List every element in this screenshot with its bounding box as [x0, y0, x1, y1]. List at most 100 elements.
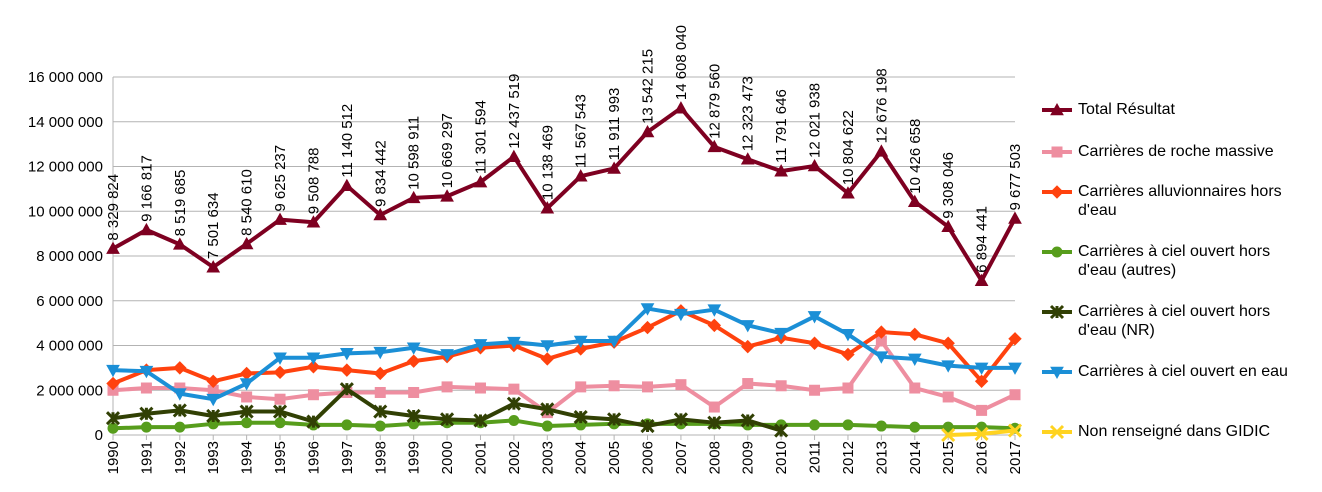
marker	[809, 419, 821, 431]
legend-item: Carrières à ciel ouvert en eau	[1040, 362, 1310, 381]
legend-icon	[1042, 304, 1072, 320]
x-tick-label: 2004	[573, 441, 590, 474]
marker	[1051, 246, 1063, 258]
marker	[573, 342, 588, 356]
marker	[1050, 185, 1064, 199]
marker	[340, 348, 354, 361]
marker	[942, 391, 954, 403]
data-label: 12 676 198	[873, 68, 890, 143]
x-tick-label: 2001	[472, 441, 489, 474]
marker	[241, 417, 253, 429]
marker	[874, 144, 889, 157]
marker	[640, 124, 655, 138]
x-tick-label: 2010	[773, 441, 790, 474]
data-label: 12 021 938	[807, 83, 824, 158]
marker	[707, 139, 722, 153]
x-tick-label: 1999	[406, 441, 423, 474]
legend-label: Carrières de roche massive	[1078, 143, 1274, 160]
marker	[206, 374, 220, 389]
x-tick-label: 2012	[840, 441, 857, 474]
marker	[107, 422, 119, 434]
marker	[573, 335, 588, 349]
marker	[307, 389, 319, 401]
marker	[273, 365, 287, 380]
marker	[608, 380, 620, 392]
marker	[842, 419, 854, 431]
data-label: 10 669 297	[439, 113, 456, 188]
marker	[907, 353, 922, 366]
marker	[640, 418, 655, 434]
marker	[707, 318, 722, 333]
marker	[373, 404, 388, 419]
marker	[273, 212, 287, 225]
x-tick-label: 1997	[339, 441, 356, 474]
marker	[809, 384, 821, 396]
marker	[807, 336, 822, 350]
x-tick-label: 2015	[940, 441, 957, 474]
marker	[373, 346, 388, 360]
data-label: 11 567 543	[573, 94, 590, 168]
marker	[607, 335, 621, 349]
marker	[941, 360, 956, 373]
data-label: 10 804 622	[840, 110, 857, 185]
series-line	[112, 306, 1015, 402]
marker	[807, 158, 822, 172]
marker	[1008, 332, 1022, 346]
x-tick-label: 2011	[807, 441, 824, 473]
marker	[406, 342, 421, 355]
marker	[875, 420, 887, 432]
marker	[172, 388, 187, 401]
marker	[374, 420, 386, 432]
data-label: 11 301 594	[472, 100, 489, 174]
chart: 0 2 000 000 4 000 000 6 000 000 8 000 000 10 …	[28, 25, 1022, 474]
marker	[941, 427, 956, 443]
legend-label: Non renseigné dans GIDIC	[1078, 423, 1271, 440]
marker	[774, 327, 788, 341]
marker	[139, 406, 154, 421]
x-tick-label: 2000	[439, 441, 456, 474]
marker	[675, 379, 687, 391]
data-label: 12 879 560	[706, 64, 723, 139]
marker	[1049, 424, 1065, 440]
marker	[708, 401, 720, 413]
marker	[140, 382, 152, 394]
legend-icon	[1042, 366, 1072, 380]
data-label: 11 911 993	[606, 88, 623, 161]
series-line	[112, 339, 1016, 415]
y-tick-label: 4 000 000	[36, 338, 103, 355]
marker	[306, 352, 321, 365]
marker	[741, 339, 755, 354]
marker	[239, 378, 254, 391]
legend-item: Carrières de roche massive	[1040, 142, 1310, 161]
legend-label: Carrières à ciel ouvert en eau	[1078, 363, 1288, 380]
data-label: 11 791 646	[773, 89, 790, 163]
marker	[239, 236, 254, 250]
y-tick-label: 6 000 000	[36, 293, 103, 310]
x-tick-label: 2008	[706, 441, 723, 474]
marker	[942, 421, 954, 433]
marker	[740, 152, 755, 165]
y-tick-label: 0	[95, 427, 103, 444]
data-label: 8 519 685	[172, 170, 189, 237]
marker	[540, 352, 555, 366]
y-tick-label: 16 000 000	[28, 69, 103, 86]
marker	[674, 308, 688, 322]
data-label: 10 426 658	[907, 119, 924, 194]
marker	[841, 347, 855, 362]
y-tick-label: 2 000 000	[36, 382, 103, 399]
marker	[340, 178, 354, 192]
marker	[139, 222, 154, 236]
x-tick-label: 2016	[974, 441, 991, 474]
marker	[607, 412, 622, 427]
x-tick-label: 2005	[606, 441, 623, 474]
marker	[1009, 389, 1021, 401]
legend-label: Carrières alluvionnaires hors d'eau	[1078, 183, 1282, 219]
legend-icon	[1042, 146, 1072, 158]
legend-label: Carrières à ciel ouvert hors d'eau (autr…	[1078, 243, 1271, 279]
legend-item: Non renseigné dans GIDIC	[1040, 422, 1310, 441]
legend-label: Carrières à ciel ouvert hors d'eau (NR)	[1078, 303, 1271, 339]
x-tick-label: 1991	[138, 441, 155, 474]
marker	[541, 420, 553, 432]
marker	[507, 336, 521, 350]
x-tick-label: 1995	[272, 441, 289, 474]
